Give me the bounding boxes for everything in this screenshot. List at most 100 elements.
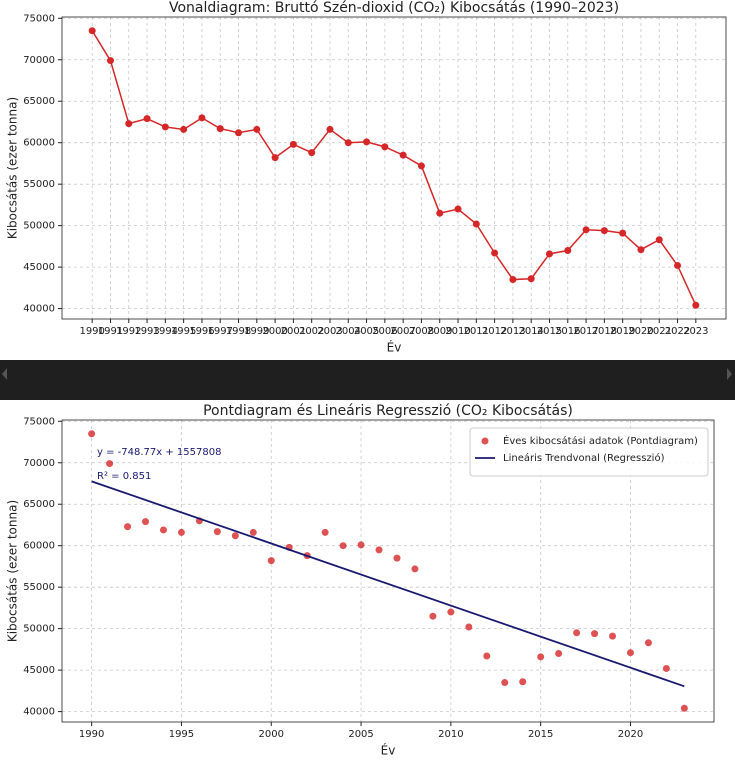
scatter-point — [429, 612, 437, 620]
scatter-point — [124, 523, 132, 531]
x-tick-label: 2004 — [336, 326, 361, 337]
scatter-point — [88, 430, 96, 438]
x-axis-label: Év — [381, 743, 396, 758]
data-point — [545, 250, 553, 258]
data-point — [326, 125, 334, 133]
data-point — [271, 154, 279, 162]
x-tick-label: 1992 — [116, 326, 141, 337]
x-tick-label: 2005 — [354, 326, 379, 337]
data-point — [253, 125, 261, 133]
x-tick-label: 2003 — [317, 326, 342, 337]
data-point — [692, 301, 700, 309]
data-line — [91, 480, 685, 688]
y-tick-label: 40000 — [23, 304, 55, 315]
data-point — [88, 27, 96, 35]
y-tick-label: 40000 — [23, 707, 55, 718]
data-point — [417, 162, 425, 170]
x-tick-label: 1998 — [226, 326, 251, 337]
x-tick-label: 1997 — [207, 326, 232, 337]
x-tick-label: 2015 — [528, 729, 553, 740]
x-axis-label: Év — [387, 340, 402, 355]
y-tick-label: 75000 — [23, 416, 55, 427]
data-point — [143, 115, 151, 123]
scatter-point — [142, 518, 150, 526]
x-tick-label: 1996 — [189, 326, 214, 337]
y-tick-label: 60000 — [23, 138, 55, 149]
scatter-point — [213, 528, 221, 536]
y-tick-label: 70000 — [23, 55, 55, 66]
data-point — [106, 57, 114, 65]
scatter-point — [626, 649, 634, 657]
data-point — [289, 140, 297, 148]
scatter-point — [267, 557, 275, 565]
x-tick-label: 2009 — [427, 326, 452, 337]
x-tick-label: 2011 — [464, 326, 489, 337]
y-axis-label: Kibocsátás (ezer tonna) — [6, 500, 20, 642]
scatter-point — [519, 678, 527, 686]
data-point — [527, 275, 535, 283]
data-point — [674, 261, 682, 269]
x-tick-label: 1999 — [244, 326, 269, 337]
data-point — [399, 151, 407, 159]
scatter-point — [662, 664, 670, 672]
scatter-point — [465, 623, 473, 631]
y-tick-label: 55000 — [23, 582, 55, 593]
y-tick-label: 50000 — [23, 624, 55, 635]
x-tick-label: 2002 — [299, 326, 324, 337]
scatter-point — [106, 460, 114, 468]
data-point — [619, 229, 627, 237]
x-tick-label: 2008 — [409, 326, 434, 337]
data-line — [91, 30, 697, 306]
data-point — [454, 205, 462, 213]
scroll-left-arrow[interactable] — [2, 368, 7, 380]
x-tick-label: 2000 — [262, 326, 287, 337]
annotation: y = -748.77x + 1557808 — [97, 447, 221, 458]
data-point — [161, 123, 169, 131]
data-point — [472, 220, 480, 228]
scatter-point — [591, 630, 599, 638]
y-tick-label: 70000 — [23, 458, 55, 469]
y-tick-label: 50000 — [23, 221, 55, 232]
y-tick-label: 45000 — [23, 262, 55, 273]
x-tick-label: 2006 — [372, 326, 397, 337]
chart-title: Vonaldiagram: Bruttó Szén-dioxid (CO₂) K… — [169, 0, 619, 16]
data-point — [216, 125, 224, 133]
scatter-point — [447, 608, 455, 616]
x-tick-label: 2014 — [518, 326, 543, 337]
legend-label: Éves kibocsátási adatok (Pontdiagram) — [503, 434, 698, 447]
scatter-point — [321, 528, 329, 536]
scroll-right-arrow[interactable] — [727, 368, 732, 380]
legend-label: Lineáris Trendvonal (Regresszió) — [503, 452, 665, 464]
x-tick-label: 1993 — [134, 326, 159, 337]
scatter-point — [159, 526, 167, 534]
separator-bar — [0, 360, 735, 400]
scatter-point — [411, 565, 419, 573]
scatter-point — [501, 679, 509, 687]
x-tick-label: 2020 — [618, 729, 643, 740]
x-tick-label: 2007 — [390, 326, 415, 337]
scatter-point — [393, 554, 401, 562]
x-tick-label: 1990 — [79, 729, 104, 740]
y-tick-label: 45000 — [23, 665, 55, 676]
x-tick-label: 2022 — [665, 326, 690, 337]
y-axis-label: Kibocsátás (ezer tonna) — [6, 97, 20, 239]
scatter-point — [537, 653, 545, 661]
y-tick-label: 55000 — [23, 179, 55, 190]
x-tick-label: 2000 — [259, 729, 284, 740]
scatter-point — [555, 650, 563, 658]
x-tick-label: 2020 — [628, 326, 653, 337]
x-tick-label: 1995 — [169, 729, 194, 740]
legend-box — [469, 427, 709, 477]
data-point — [125, 120, 133, 128]
plot-frame — [61, 16, 727, 320]
scatter-point — [231, 532, 239, 540]
data-point — [308, 149, 316, 157]
y-tick-label: 75000 — [23, 13, 55, 24]
legend-marker — [481, 437, 489, 445]
data-point — [344, 139, 352, 147]
annotation: R² = 0.851 — [97, 471, 151, 482]
data-point — [180, 125, 188, 133]
y-tick-label: 60000 — [23, 541, 55, 552]
plot-frame — [61, 419, 715, 723]
